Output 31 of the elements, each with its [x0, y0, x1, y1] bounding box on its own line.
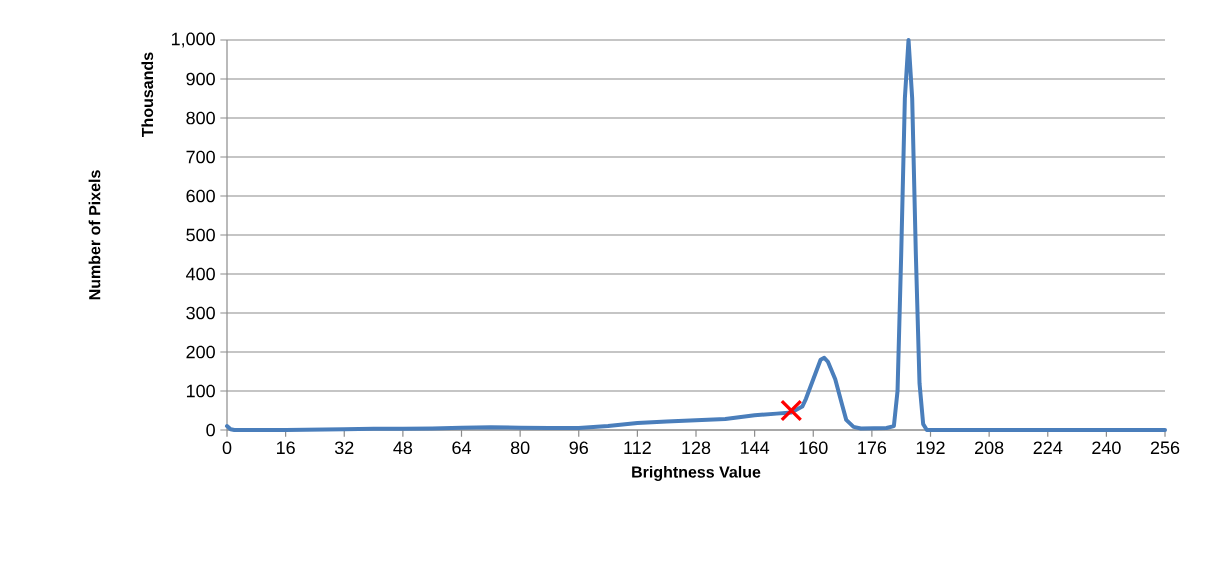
x-tick-label: 240 [1092, 441, 1121, 455]
y-tick-label: 600 [186, 189, 215, 203]
x-tick-label: 256 [1150, 441, 1180, 455]
x-tick-label: 144 [741, 441, 770, 454]
y-tick-label: 200 [186, 345, 215, 359]
x-tick-label: 96 [569, 441, 588, 455]
x-tick-label: 16 [277, 441, 295, 455]
y-tick-label: 500 [186, 228, 215, 242]
x-axis-title: Brightness Value [632, 465, 761, 481]
y-tick-label: 100 [186, 384, 215, 398]
x-tick-label: 208 [975, 441, 1004, 455]
y-tick-label: 1,000 [171, 32, 215, 48]
y-tick-label: 800 [186, 111, 215, 125]
y-tick-label: 0 [206, 423, 215, 437]
y-tick-label: 400 [186, 267, 215, 281]
x-tick-label: 160 [799, 441, 828, 455]
x-tick-label: 0 [222, 441, 232, 455]
y-tick-label: 700 [186, 150, 215, 164]
y-axis-title: Number of Pixels [88, 170, 101, 300]
x-tick-label: 176 [858, 441, 887, 455]
x-tick-label: 80 [510, 441, 530, 455]
x-tick-label: 128 [682, 441, 711, 455]
x-tick-label: 48 [393, 441, 413, 455]
x-tick-label: 32 [334, 441, 354, 455]
x-tick-label: 224 [1033, 441, 1063, 454]
x-tick-label: 64 [452, 441, 471, 455]
y-tick-label: 900 [186, 72, 215, 86]
y-tick-label: 300 [186, 306, 215, 320]
x-tick-label: 112 [624, 441, 651, 454]
text: Thousands [141, 52, 154, 138]
x-tick-label: 192 [916, 441, 945, 455]
